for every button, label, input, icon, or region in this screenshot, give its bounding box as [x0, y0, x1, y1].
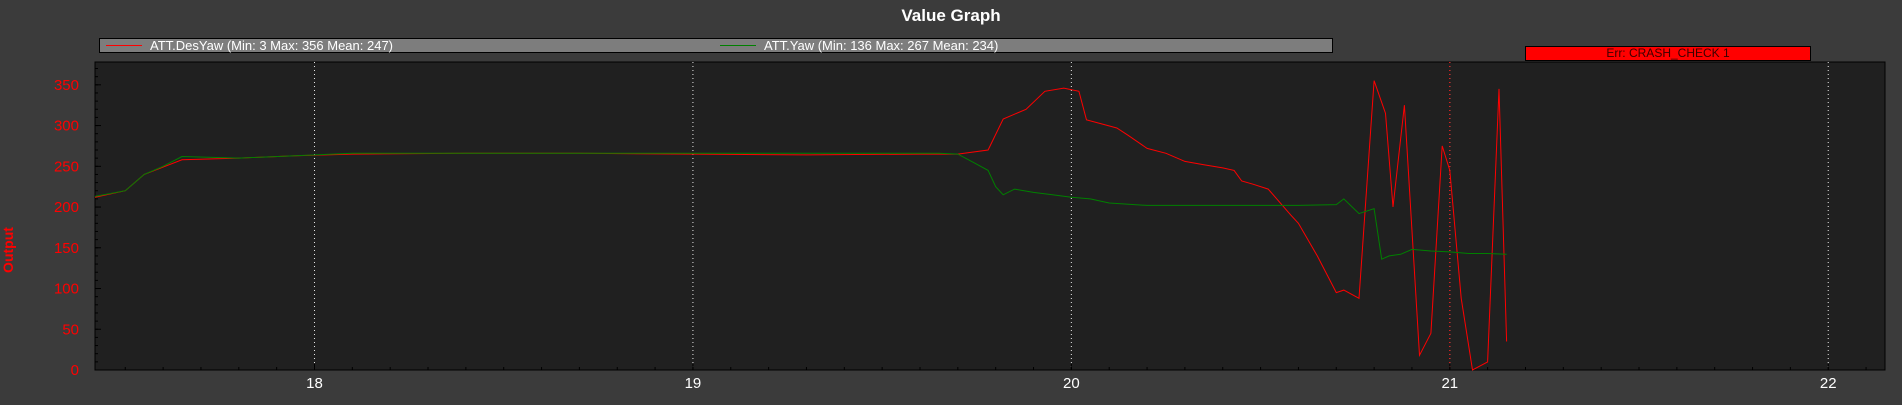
x-tick-label: 20	[1063, 375, 1080, 392]
y-tick-label: 50	[62, 321, 79, 338]
y-tick-label: 200	[54, 199, 79, 216]
series-lines	[94, 80, 1508, 371]
y-tick-label: 300	[54, 118, 79, 135]
legend-label-yaw: ATT.Yaw (Min: 136 Max: 267 Mean: 234)	[764, 38, 999, 53]
legend-swatch-desyaw	[106, 45, 142, 46]
chart-title: Value Graph	[901, 6, 1001, 25]
legend: ATT.DesYaw (Min: 3 Max: 356 Mean: 247) A…	[99, 38, 1333, 53]
y-tick-label: 250	[54, 158, 79, 175]
ticks: 18 19 20 21 22 0 50 100 150 200 250 300 350	[54, 68, 1867, 392]
x-tick-label: 22	[1820, 375, 1837, 392]
grid	[313, 62, 1829, 370]
x-tick-label: 19	[685, 375, 702, 392]
y-tick-label: 0	[71, 362, 79, 379]
legend-entry-yaw: ATT.Yaw (Min: 136 Max: 267 Mean: 234)	[720, 38, 999, 53]
series-line-1	[94, 152, 1507, 260]
legend-entry-desyaw: ATT.DesYaw (Min: 3 Max: 356 Mean: 247)	[106, 38, 394, 53]
y-tick-label: 150	[54, 240, 79, 257]
x-tick-label: 21	[1441, 375, 1458, 392]
legend-label-desyaw: ATT.DesYaw (Min: 3 Max: 356 Mean: 247)	[150, 38, 394, 53]
y-tick-label: 350	[54, 77, 79, 94]
x-tick-label: 18	[306, 375, 323, 392]
y-tick-label: 100	[54, 281, 79, 298]
legend-swatch-yaw	[720, 45, 756, 46]
error-annotation: Err: CRASH_CHECK 1	[1525, 46, 1811, 61]
plot-area	[94, 61, 1886, 371]
